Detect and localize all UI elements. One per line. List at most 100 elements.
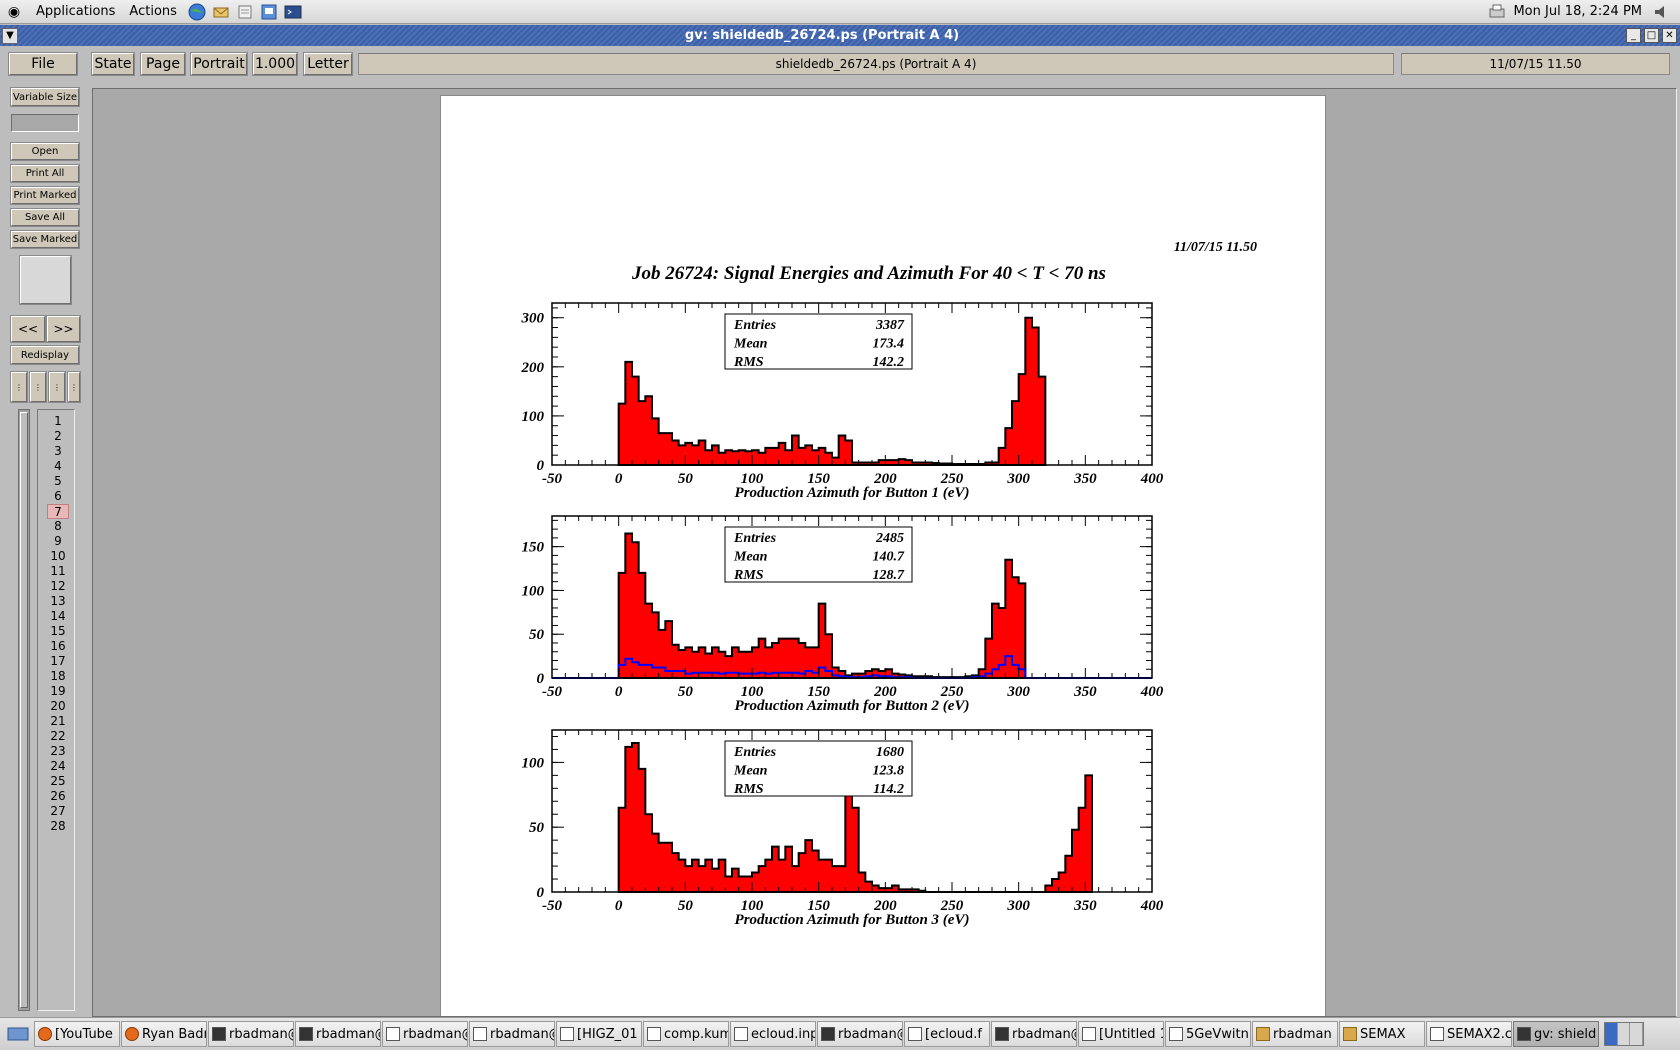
y-tick-label: 100 — [522, 409, 545, 425]
stats-label: Mean — [733, 764, 768, 779]
page-list-item[interactable]: 20 — [50, 699, 66, 713]
x-tick-label: 250 — [940, 471, 964, 487]
page-list-item[interactable]: 21 — [50, 714, 66, 728]
taskbar-button[interactable]: Ryan Badr — [121, 1021, 207, 1047]
page-list-item[interactable]: 1 — [54, 414, 62, 428]
print-marked-button[interactable]: Print Marked — [10, 186, 80, 205]
page-list-item[interactable]: 3 — [54, 444, 62, 458]
page-list-item[interactable]: 12 — [50, 579, 66, 593]
close-button[interactable]: ✕ — [1662, 28, 1677, 43]
notes-launcher-icon[interactable] — [235, 2, 256, 22]
gnome-foot-icon[interactable]: ◉ — [7, 3, 21, 20]
next-page-button[interactable]: >> — [46, 315, 81, 343]
web-browser-launcher-icon[interactable] — [187, 2, 208, 22]
page-list-scrollbar[interactable] — [18, 409, 30, 1011]
taskbar-button[interactable]: rbadman@ — [469, 1021, 555, 1047]
prev-page-button[interactable]: << — [10, 315, 46, 343]
taskbar-button[interactable]: rbadman@ — [991, 1021, 1077, 1047]
window-menu-button[interactable]: ▼ — [2, 27, 18, 44]
page-list-item[interactable]: 8 — [54, 519, 62, 533]
taskbar-button[interactable]: ecloud.inp — [730, 1021, 816, 1047]
taskbar-button[interactable]: [ecloud.f — [904, 1021, 990, 1047]
page-list-item[interactable]: 27 — [50, 804, 66, 818]
page-list-item[interactable]: 11 — [50, 564, 66, 578]
taskbar-button[interactable]: [YouTube — [34, 1021, 120, 1047]
page-list-item[interactable]: 4 — [54, 459, 62, 473]
terminal-launcher-icon[interactable] — [283, 2, 304, 22]
state-menu-button[interactable]: State — [91, 52, 135, 76]
actions-menu[interactable]: Actions — [129, 4, 177, 19]
page-list-item[interactable]: 22 — [50, 729, 66, 743]
page-list-item[interactable]: 6 — [54, 489, 62, 503]
workspace-3[interactable] — [1630, 1023, 1644, 1045]
open-button[interactable]: Open — [10, 142, 80, 161]
save-all-button[interactable]: Save All — [10, 208, 80, 227]
x-axis-label: Production Azimuth for Button 2 (eV) — [735, 698, 970, 714]
applications-menu[interactable]: Applications — [36, 4, 116, 19]
page-list-item[interactable]: 5 — [54, 474, 62, 488]
print-all-button[interactable]: Print All — [10, 164, 80, 183]
taskbar-button[interactable]: rbadman@ — [295, 1021, 381, 1047]
email-launcher-icon[interactable] — [211, 2, 232, 22]
taskbar-button-label: gv: shield — [1534, 1026, 1597, 1042]
taskbar-button[interactable]: rbadman — [1252, 1021, 1338, 1047]
printer-icon[interactable] — [1487, 3, 1507, 21]
mark-odd-icon[interactable]: ⋮ — [48, 371, 66, 403]
page-list-item[interactable]: 10 — [50, 549, 66, 563]
mark-even-icon[interactable]: ⋮ — [29, 371, 47, 403]
x-tick-label: 400 — [1140, 684, 1164, 700]
page-list-item[interactable]: 26 — [50, 789, 66, 803]
taskbar-button[interactable]: comp.kum — [643, 1021, 729, 1047]
orientation-menu-button[interactable]: Portrait — [190, 52, 248, 76]
workspace-2[interactable] — [1617, 1023, 1631, 1045]
page-list-item[interactable]: 23 — [50, 744, 66, 758]
redisplay-button[interactable]: Redisplay — [10, 345, 80, 365]
taskbar-button[interactable]: [Untitled 1 — [1078, 1021, 1164, 1047]
mark-all-icon[interactable]: ⋮ — [10, 371, 28, 403]
panel-clock[interactable]: Mon Jul 18, 2:24 PM — [1513, 4, 1642, 19]
page-list-item[interactable]: 2 — [54, 429, 62, 443]
maximize-button[interactable]: □ — [1644, 28, 1659, 43]
taskbar-button[interactable]: rbadman@ — [817, 1021, 903, 1047]
page-list-item[interactable]: 25 — [50, 774, 66, 788]
page-list[interactable]: 1 2 3 4 5 6 7 8 9 10 11 12 13 14 15 16 17 18 19 20 21 22 23 24 2… — [37, 409, 75, 1011]
x-tick-label: 150 — [807, 471, 830, 487]
workspace-1[interactable] — [1605, 1023, 1618, 1045]
file-menu-button[interactable]: File — [8, 52, 78, 76]
taskbar-button[interactable]: SEMAX — [1339, 1021, 1425, 1047]
page-list-item[interactable]: 15 — [50, 624, 66, 638]
page-list-item[interactable]: 13 — [50, 594, 66, 608]
taskbar-button[interactable]: SEMAX2.c — [1426, 1021, 1512, 1047]
page-list-item[interactable]: 9 — [54, 534, 62, 548]
page-menu-button[interactable]: Page — [140, 52, 186, 76]
page-list-item[interactable]: 14 — [50, 609, 66, 623]
workspace-switcher[interactable] — [1604, 1022, 1644, 1046]
taskbar-button[interactable]: gv: shield — [1513, 1021, 1599, 1047]
page-list-item[interactable]: 17 — [50, 654, 66, 668]
page-list-item[interactable]: 24 — [50, 759, 66, 773]
save-marked-button[interactable]: Save Marked — [10, 230, 80, 249]
media-menu-button[interactable]: Letter — [303, 52, 353, 76]
taskbar-button[interactable]: 5GeVwitn — [1165, 1021, 1251, 1047]
unmark-icon[interactable]: ⋮ — [67, 371, 81, 403]
volume-icon[interactable] — [1652, 3, 1672, 21]
taskbar-button[interactable]: rbadman@ — [208, 1021, 294, 1047]
taskbar-button[interactable]: rbadman@ — [382, 1021, 468, 1047]
presentation-launcher-icon[interactable] — [259, 2, 280, 22]
taskbar-button-label: [ecloud.f — [925, 1026, 982, 1042]
taskbar-button[interactable]: [HIGZ_01 — [556, 1021, 642, 1047]
page-number-field[interactable] — [11, 114, 79, 132]
document-viewport[interactable]: 11/07/15 11.50 Job 26724: Signal Energie… — [92, 88, 1677, 1017]
page-list-item[interactable]: 19 — [50, 684, 66, 698]
page-list-item[interactable]: 16 — [50, 639, 66, 653]
page-list-item[interactable]: 7 — [47, 504, 69, 519]
scale-menu-button[interactable]: 1.000 — [252, 52, 298, 76]
scrollbar-thumb[interactable] — [20, 412, 28, 1008]
variable-size-button[interactable]: Variable Size — [10, 87, 80, 107]
panner[interactable] — [19, 255, 72, 305]
window-titlebar[interactable]: ▼ gv: shieldedb_26724.ps (Portrait A 4) … — [0, 25, 1680, 46]
show-desktop-icon[interactable] — [2, 1021, 34, 1047]
page-list-item[interactable]: 28 — [50, 819, 66, 833]
page-list-item[interactable]: 18 — [50, 669, 66, 683]
minimize-button[interactable]: _ — [1626, 28, 1641, 43]
